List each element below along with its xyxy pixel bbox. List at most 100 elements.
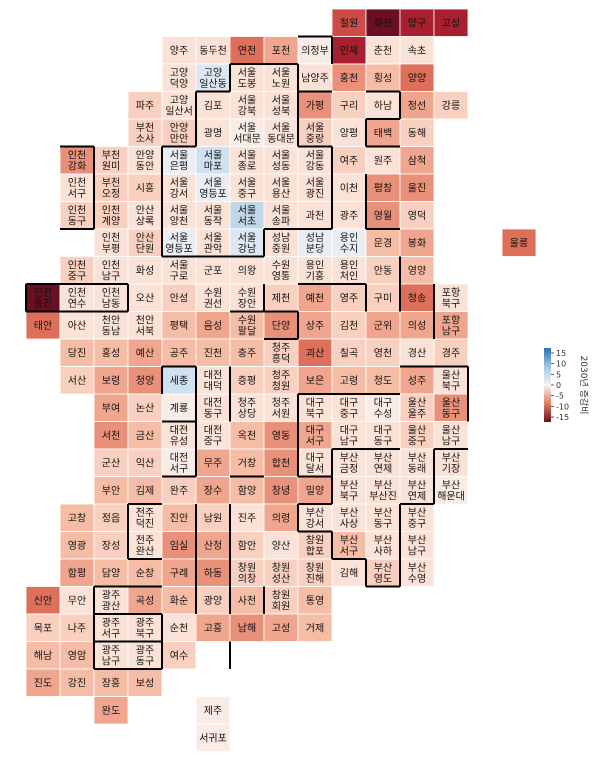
- region-label: 서울: [238, 204, 256, 216]
- region-label: 울진: [408, 182, 426, 194]
- region-label: 대구: [374, 397, 392, 409]
- region-tile: 증평: [229, 366, 265, 395]
- region-label: 천안: [102, 314, 120, 326]
- region-label: 서구: [102, 628, 120, 640]
- region-label: 세종: [170, 375, 188, 387]
- region-label: 남원: [204, 512, 222, 524]
- region-cell: [297, 283, 333, 312]
- region-label: 소사: [136, 133, 154, 145]
- region-label: 진주: [238, 512, 256, 524]
- region-cell: [501, 228, 537, 257]
- region-label: 김천: [340, 320, 358, 332]
- legend-tick-label: -10: [556, 402, 569, 411]
- region-label: 산청: [204, 540, 222, 552]
- region-tile: 고창: [59, 503, 95, 532]
- region-tile: 영광: [59, 531, 95, 560]
- region-label: 울산: [408, 397, 426, 409]
- region-cell: [433, 476, 469, 505]
- region-tile: 서귀포: [195, 723, 231, 752]
- region-tile: 진안: [161, 503, 197, 532]
- region-label: 인천: [102, 287, 120, 299]
- region-cell: [229, 256, 265, 285]
- region-cell: [161, 311, 197, 340]
- region-label: 포천: [272, 45, 290, 57]
- region-cell: [399, 36, 435, 65]
- region-cell: [195, 201, 231, 230]
- region-tile: 옥천: [229, 421, 265, 450]
- region-cell: [59, 256, 95, 285]
- region-label: 가평: [306, 100, 324, 112]
- province-borders: [25, 35, 469, 670]
- region-label: 대구: [374, 424, 392, 436]
- region-cell: [93, 476, 129, 505]
- region-tile: 세종: [161, 366, 197, 395]
- region-label: 구로: [170, 271, 188, 282]
- region-label: 평창: [374, 182, 392, 194]
- region-cell: [59, 668, 95, 697]
- region-tile: 포천: [263, 36, 299, 65]
- region-tile: 아산: [59, 311, 95, 340]
- region-label: 담양: [102, 567, 120, 579]
- region-tile: 의왕: [229, 256, 265, 285]
- region-label: 서울: [238, 177, 256, 189]
- region-tile: 청송: [399, 283, 435, 312]
- region-cell: [161, 393, 197, 422]
- region-label: 부산: [374, 507, 392, 519]
- region-label: 거제: [306, 622, 324, 634]
- region-label: 기흥: [306, 269, 324, 282]
- region-label: 권선: [204, 298, 222, 310]
- region-label: 대구: [306, 452, 324, 464]
- region-cell: [195, 63, 231, 92]
- region-cell: [399, 228, 435, 257]
- region-label: 보성: [136, 677, 154, 689]
- region-tile: 공주: [161, 338, 197, 367]
- region-cell: [195, 393, 231, 422]
- region-tile: 문경: [365, 228, 401, 257]
- region-cell: [127, 228, 163, 257]
- region-tile: 제천: [263, 283, 299, 312]
- region-label: 충주: [238, 347, 256, 359]
- region-cell: [331, 8, 367, 37]
- region-cell: [365, 228, 401, 257]
- region-label: 부산: [442, 479, 460, 491]
- region-label: 양평: [340, 127, 358, 139]
- region-label: 보은: [306, 375, 324, 387]
- region-label: 대전: [204, 424, 222, 436]
- region-tile: 제주: [195, 696, 231, 725]
- region-label: 시흥: [136, 181, 154, 194]
- region-tile: 영월: [365, 201, 401, 230]
- region-cell: [331, 146, 367, 175]
- region-tile: 동해: [399, 118, 435, 147]
- region-label: 대덕: [204, 380, 222, 392]
- region-label: 안성: [170, 292, 188, 304]
- region-label: 부산: [340, 534, 358, 546]
- region-tile: 광주: [331, 201, 367, 230]
- region-label: 의정부: [301, 45, 329, 57]
- region-label: 안동: [374, 265, 392, 277]
- region-label: 부천: [136, 122, 154, 134]
- region-label: 청주: [272, 369, 290, 381]
- region-cell: [229, 586, 265, 615]
- region-tile: 무안: [59, 586, 95, 615]
- region-cell: [433, 421, 469, 450]
- region-tile: 김해: [331, 558, 367, 587]
- region-tile: 영천: [365, 338, 401, 367]
- region-label: 중구: [238, 188, 256, 200]
- region-label: 서북: [136, 325, 154, 337]
- region-cell: [195, 36, 231, 65]
- region-label: 남구: [102, 270, 120, 282]
- region-label: 영양: [408, 265, 426, 277]
- region-label: 서울: [306, 149, 324, 161]
